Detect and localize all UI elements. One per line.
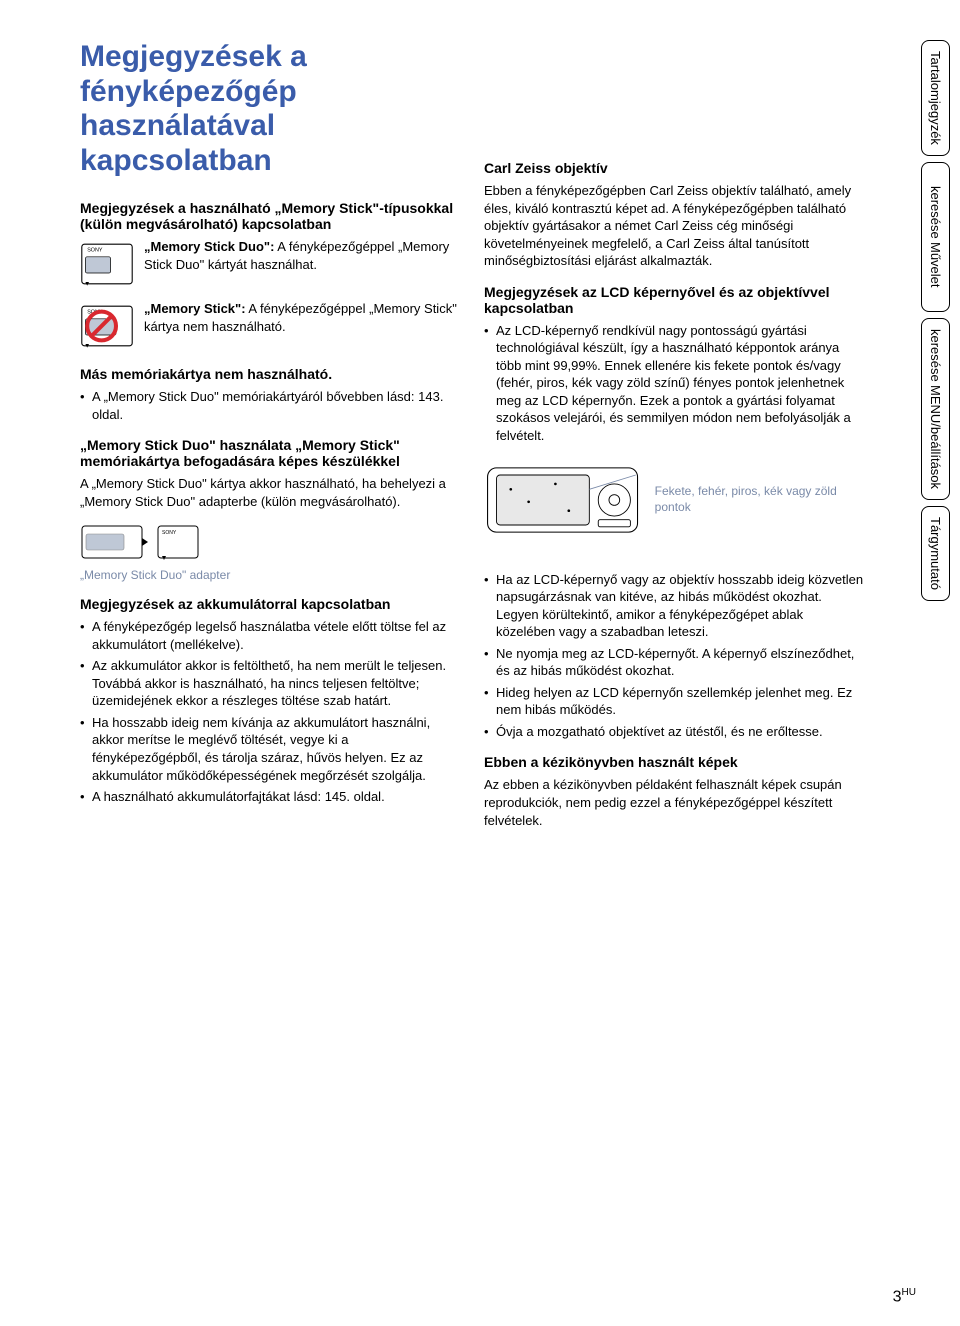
adapter-icon	[80, 520, 150, 564]
tab-toc[interactable]: Tartalomjegyzék	[921, 40, 951, 156]
camera-caption: Fekete, fehér, piros, kék vagy zöld pont…	[655, 484, 864, 515]
lcd-list-2: Ha az LCD-képernyő vagy az objektív hoss…	[484, 571, 864, 741]
list-item: Ha hosszabb ideig nem kívánja az akkumul…	[80, 714, 460, 784]
list-item: Óvja a mozgatható objektívet az ütéstől,…	[484, 723, 864, 741]
images-text: Az ebben a kézikönyvben példaként felhas…	[484, 776, 864, 829]
adapter-figure: SONY	[80, 520, 460, 564]
heading-memory-types: Megjegyzések a használható „Memory Stick…	[80, 200, 460, 232]
camera-icon	[484, 455, 645, 545]
page-lang: HU	[902, 1287, 916, 1298]
lcd-list-1: Az LCD-képernyő rendkívül nagy pontosság…	[484, 322, 864, 445]
side-tabs: Tartalomjegyzék keresése Művelet keresés…	[921, 40, 951, 601]
heading-images: Ebben a kézikönyvben használt képek	[484, 754, 864, 770]
list-item: Ha az LCD-képernyő vagy az objektív hoss…	[484, 571, 864, 641]
right-column: Carl Zeiss objektív Ebben a fényképezőgé…	[484, 146, 864, 829]
memory-stick-duo-icon: SONY	[80, 238, 134, 290]
memory-stick-duo-row: SONY „Memory Stick Duo": A fényképezőgép…	[80, 238, 460, 290]
memory-stick-row: SONY „Memory Stick": A fényképezőgéppel …	[80, 300, 460, 352]
list-item: Az akkumulátor akkor is feltölthető, ha …	[80, 657, 460, 710]
list-item: A használható akkumulátorfajtákat lásd: …	[80, 788, 460, 806]
page-title: Megjegyzések a fényképezőgép használatáv…	[80, 40, 460, 178]
camera-figure: Fekete, fehér, piros, kék vagy zöld pont…	[484, 455, 864, 545]
tab-index[interactable]: Tárgymutató	[921, 506, 951, 601]
zeiss-text: Ebben a fényképezőgépben Carl Zeiss obje…	[484, 182, 864, 270]
heading-other-cards: Más memóriakártya nem használható.	[80, 366, 460, 382]
left-column: Megjegyzések a fényképezőgép használatáv…	[80, 40, 460, 829]
heading-duo-usage: „Memory Stick Duo" használata „Memory St…	[80, 437, 460, 469]
list-item: A „Memory Stick Duo" memóriakártyáról bő…	[80, 388, 460, 423]
page-number: 3	[893, 1288, 902, 1305]
svg-text:SONY: SONY	[87, 247, 103, 253]
heading-zeiss: Carl Zeiss objektív	[484, 160, 864, 176]
tab-menu-search[interactable]: keresése MENU/beállítások	[921, 318, 951, 500]
heading-lcd: Megjegyzések az LCD képernyővel és az ob…	[484, 284, 864, 316]
other-cards-list: A „Memory Stick Duo" memóriakártyáról bő…	[80, 388, 460, 423]
duo-card-small-icon: SONY	[156, 520, 200, 564]
list-item: A fényképezőgép legelső használatba véte…	[80, 618, 460, 653]
memory-stick-prohibited-icon: SONY	[80, 300, 134, 352]
page-footer: 3HU	[893, 1287, 916, 1306]
duo-usage-text: A „Memory Stick Duo" kártya akkor haszná…	[80, 475, 460, 510]
heading-battery: Megjegyzések az akkumulátorral kapcsolat…	[80, 596, 460, 612]
list-item: Hideg helyen az LCD képernyőn szellemkép…	[484, 684, 864, 719]
tab-operation-search[interactable]: keresése Művelet	[921, 162, 951, 312]
battery-list: A fényképezőgép legelső használatba véte…	[80, 618, 460, 805]
svg-text:SONY: SONY	[162, 530, 177, 536]
adapter-label: „Memory Stick Duo" adapter	[80, 568, 460, 582]
memory-stick-duo-text: „Memory Stick Duo": A fényképezőgéppel „…	[144, 238, 460, 273]
list-item: Az LCD-képernyő rendkívül nagy pontosság…	[484, 322, 864, 445]
list-item: Ne nyomja meg az LCD-képernyőt. A képern…	[484, 645, 864, 680]
memory-stick-text: „Memory Stick": A fényképezőgéppel „Memo…	[144, 300, 460, 335]
